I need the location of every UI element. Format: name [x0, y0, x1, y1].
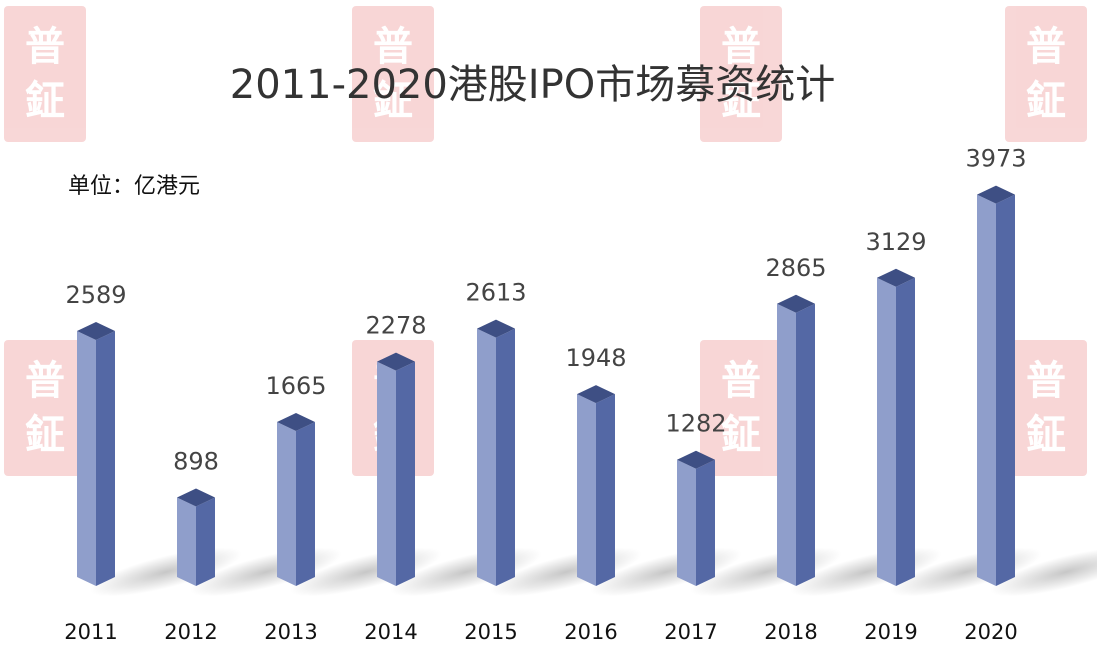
bar-front-face [577, 394, 596, 586]
watermark-stamp: 普 鉦 [352, 6, 434, 142]
data-label: 1665 [265, 372, 326, 400]
x-tick-label: 2012 [164, 620, 217, 644]
watermark-char-bottom: 鉦 [721, 411, 761, 458]
bar-front-face [477, 328, 496, 586]
bar-front-face [877, 277, 896, 586]
bar [77, 321, 115, 586]
x-tick-label: 2013 [264, 620, 317, 644]
bar-side-face [96, 330, 115, 586]
watermark-stamp: 普 鉦 [1005, 6, 1087, 142]
bar [877, 268, 915, 586]
bar [377, 352, 415, 586]
bar-side-face [796, 303, 815, 586]
x-tick-label: 2011 [64, 620, 117, 644]
data-label: 3129 [865, 228, 926, 256]
x-tick-label: 2015 [464, 620, 517, 644]
bar-side-face [896, 277, 915, 586]
data-label: 1948 [565, 344, 626, 372]
bar-front-face [377, 361, 396, 586]
watermark-char-bottom: 鉦 [25, 77, 65, 124]
data-labels: 2589 898 1665 2278 2613 1948 1282 2865 3129 3973 [65, 145, 1026, 476]
x-tick-label: 2014 [364, 620, 417, 644]
bar [777, 294, 815, 586]
data-label: 898 [173, 448, 219, 476]
bar [477, 319, 515, 586]
watermark-char-bottom: 鉦 [1026, 411, 1066, 458]
watermark-char-top: 普 [25, 23, 65, 70]
x-tick-label: 2020 [964, 620, 1017, 644]
watermark-char-bottom: 鉦 [1026, 77, 1066, 124]
x-axis-ticks: 2011 2012 2013 2014 2015 2016 2017 2018 2019 2020 [64, 620, 1017, 644]
bar-top-face [177, 488, 215, 507]
bar-top-face [477, 319, 515, 338]
watermark-stamp: 普 鉦 [4, 6, 86, 142]
watermark-char-top: 普 [721, 23, 761, 70]
bar [177, 488, 215, 586]
watermark-char-top: 普 [1026, 357, 1066, 404]
x-tick-label: 2018 [764, 620, 817, 644]
watermark-char-top: 普 [1026, 23, 1066, 70]
bar-front-face [177, 497, 196, 586]
watermark-stamp: 普 鉦 [700, 6, 782, 142]
bar-top-face [577, 385, 615, 404]
bar-front-face [677, 459, 696, 586]
bar-shadow [990, 547, 1097, 597]
watermark-stamp: 普 鉦 [1005, 340, 1087, 476]
watermark-char-bottom: 鉦 [25, 411, 65, 458]
watermark-char-top: 普 [25, 357, 65, 404]
watermark-stamp: 普 鉦 [700, 340, 782, 476]
x-tick-label: 2019 [864, 620, 917, 644]
bar-top-face [877, 268, 915, 287]
unit-label: 单位：亿港元 [68, 174, 201, 199]
data-label: 2589 [65, 281, 126, 309]
bar-side-face [996, 194, 1015, 587]
bars [77, 185, 1015, 587]
bar-side-face [696, 459, 715, 586]
bar [677, 450, 715, 586]
bar-front-face [77, 330, 96, 586]
bar-top-face [777, 294, 815, 313]
bar-top-face [977, 185, 1015, 204]
bar-side-face [296, 421, 315, 586]
watermark-char-bottom: 鉦 [721, 77, 761, 124]
data-label: 2278 [365, 312, 426, 340]
watermark-char-top: 普 [373, 23, 413, 70]
bar-top-face [277, 412, 315, 431]
bar [277, 412, 315, 586]
data-label: 1282 [665, 410, 726, 438]
bar [577, 385, 615, 586]
watermark-char-top: 普 [721, 357, 761, 404]
bar-side-face [596, 394, 615, 586]
data-label: 2613 [465, 279, 526, 307]
bar-front-face [977, 194, 996, 587]
bar-side-face [496, 328, 515, 586]
bar-side-face [196, 497, 215, 586]
bar-top-face [377, 352, 415, 371]
bar-front-face [277, 421, 296, 586]
watermark-stamp: 普 鉦 [4, 340, 86, 476]
bar-front-face [777, 303, 796, 586]
bar-top-face [677, 450, 715, 469]
chart-title: 2011-2020港股IPO市场募资统计 [229, 62, 836, 108]
data-label: 2865 [765, 254, 826, 282]
watermark-char-bottom: 鉦 [373, 77, 413, 124]
bar-top-face [77, 321, 115, 340]
bar-side-face [396, 361, 415, 586]
data-label: 3973 [965, 145, 1026, 173]
bar [977, 185, 1015, 587]
x-tick-label: 2017 [664, 620, 717, 644]
x-tick-label: 2016 [564, 620, 617, 644]
